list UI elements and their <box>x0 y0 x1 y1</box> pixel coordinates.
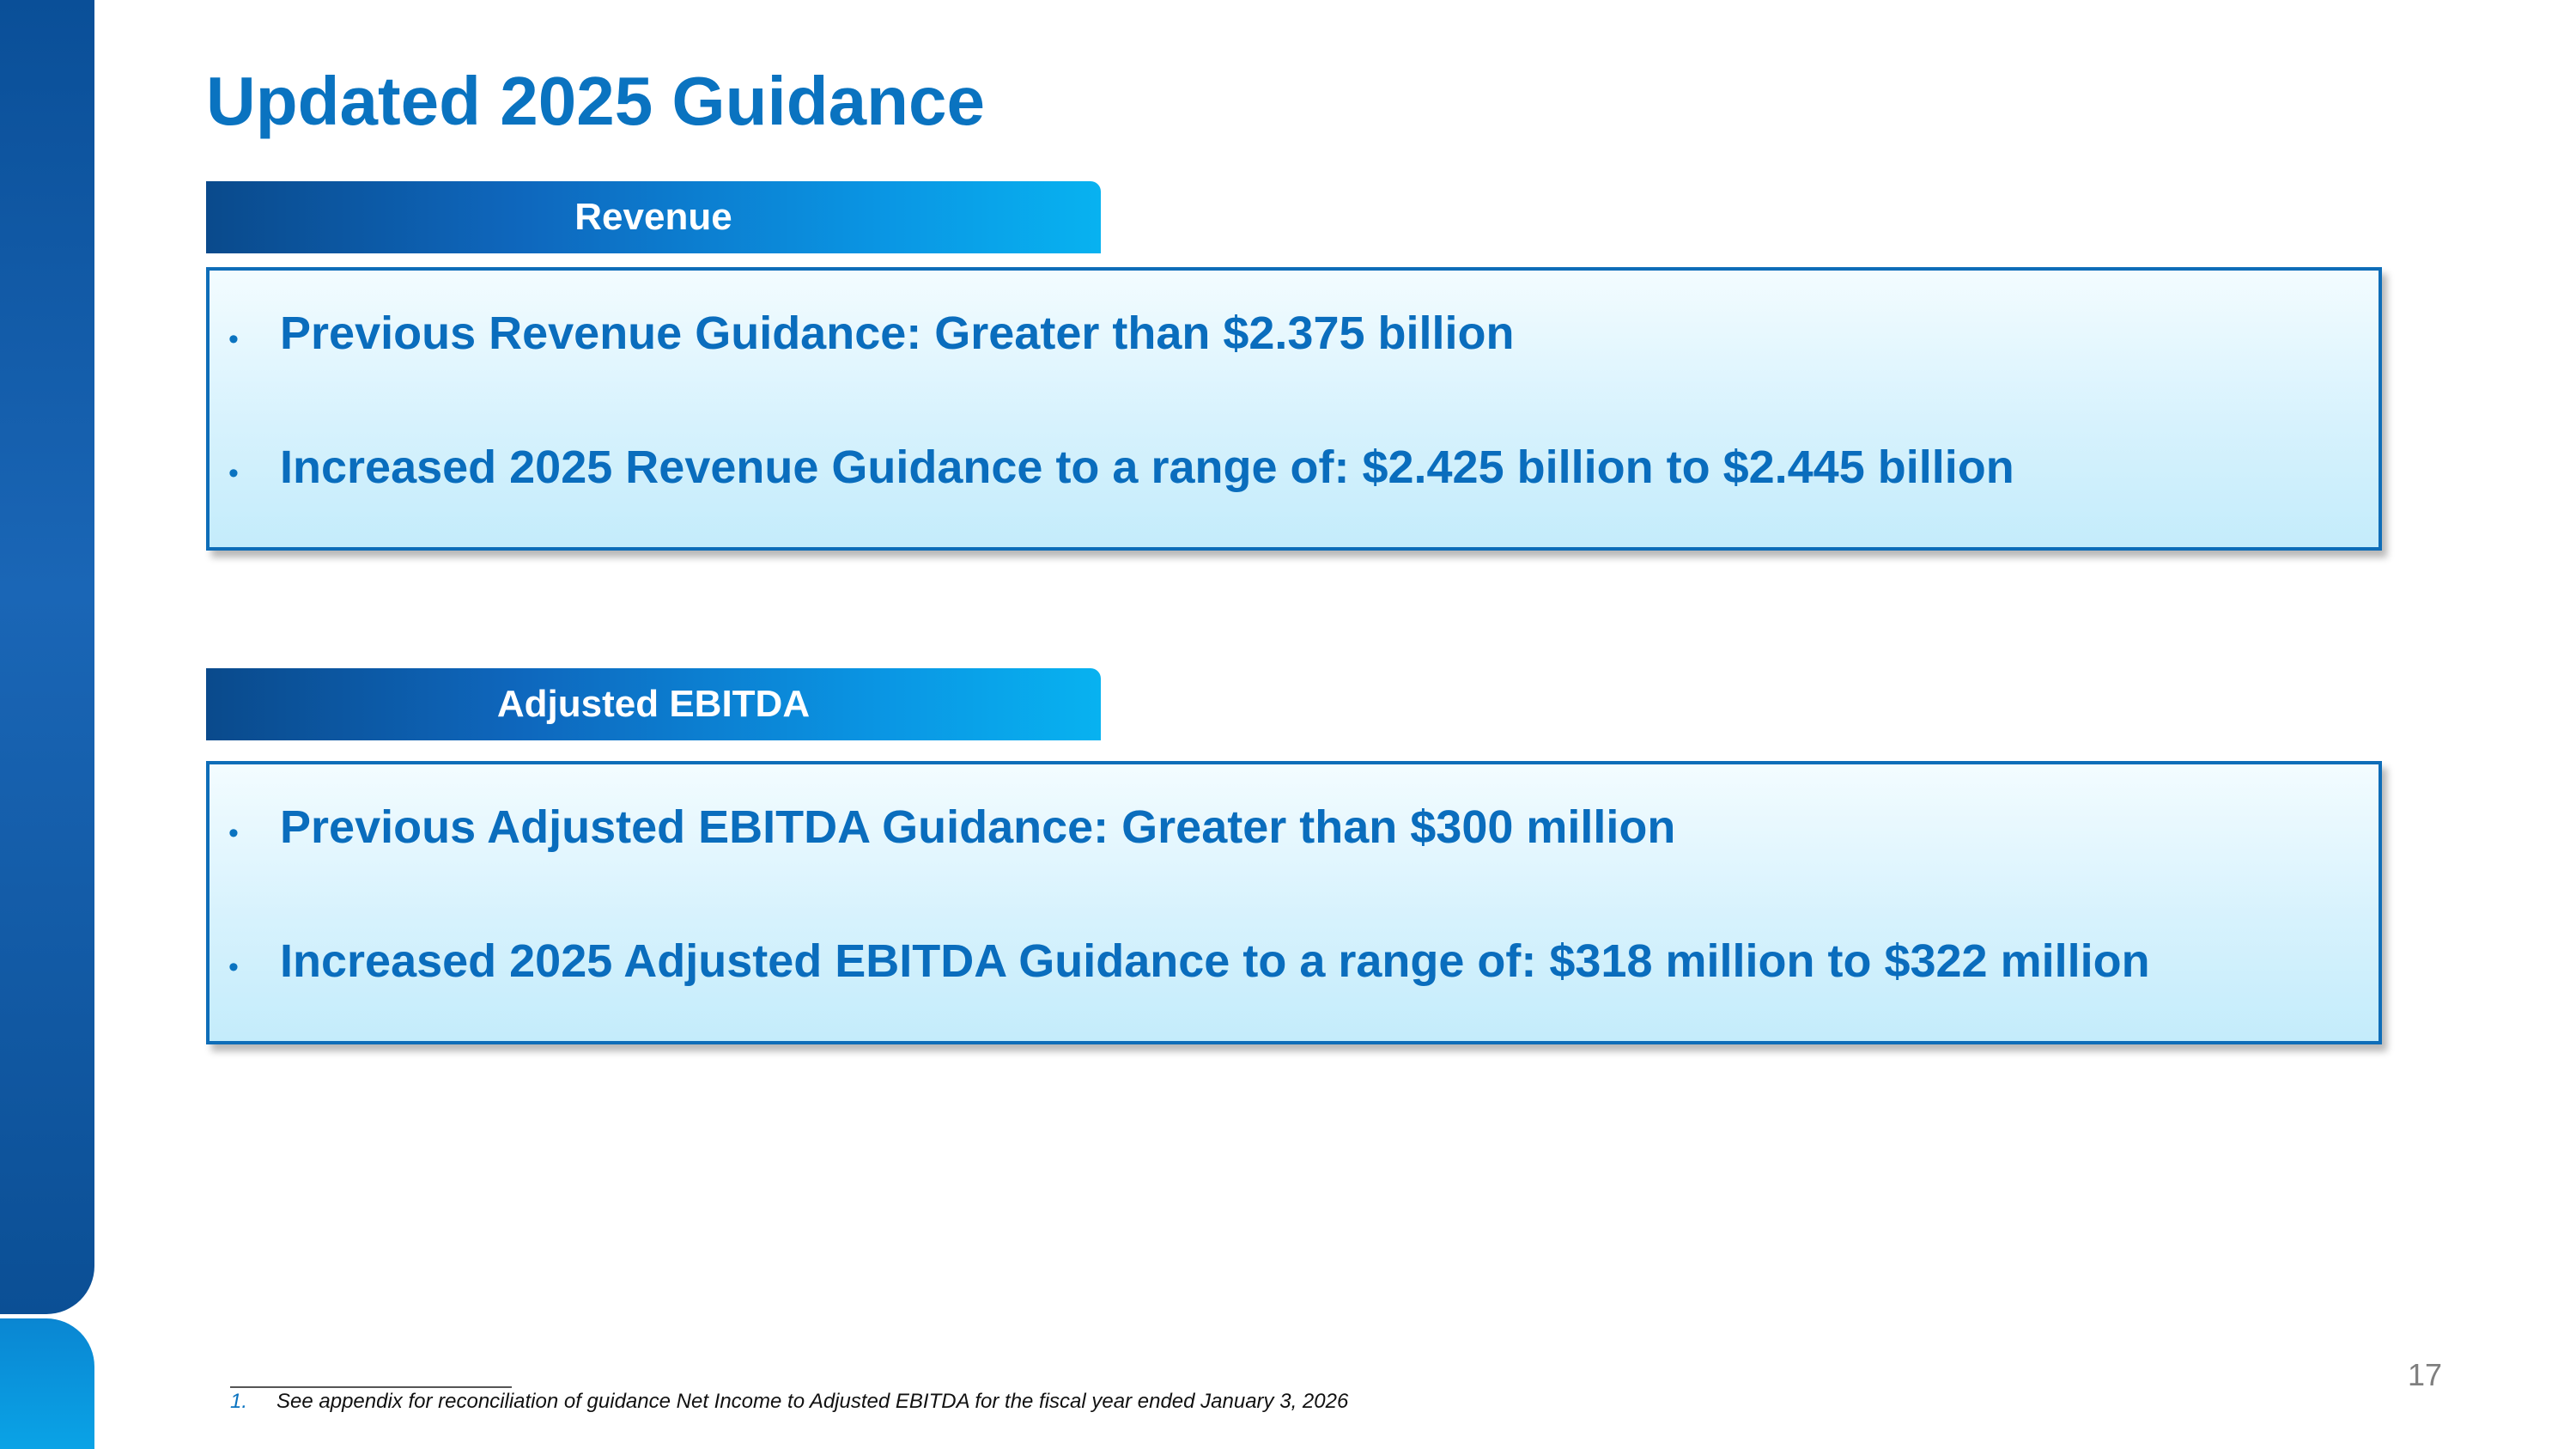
bullet-icon: • <box>228 817 239 849</box>
side-accent-bar-top <box>0 0 94 1314</box>
bullet-text: Previous Adjusted EBITDA Guidance: Great… <box>280 801 1676 853</box>
bullet-icon: • <box>228 951 239 983</box>
bullet-icon: • <box>228 457 239 490</box>
ebitda-section-tab: Adjusted EBITDA <box>206 668 1101 740</box>
revenue-guidance-box: • Previous Revenue Guidance: Greater tha… <box>206 267 2382 551</box>
bullet-icon: • <box>228 323 239 356</box>
page-number: 17 <box>2407 1357 2442 1392</box>
ebitda-bullet-increased: • Increased 2025 Adjusted EBITDA Guidanc… <box>228 935 2150 988</box>
bullet-text: Increased 2025 Adjusted EBITDA Guidance … <box>280 935 2150 987</box>
revenue-bullet-previous: • Previous Revenue Guidance: Greater tha… <box>228 307 1515 360</box>
footnote-number: 1. <box>230 1390 248 1413</box>
slide-title: Updated 2025 Guidance <box>206 63 985 139</box>
side-accent-bar-bottom <box>0 1318 94 1449</box>
revenue-bullet-increased: • Increased 2025 Revenue Guidance to a r… <box>228 441 2014 494</box>
bullet-text: Increased 2025 Revenue Guidance to a ran… <box>280 441 2014 493</box>
footnote-divider <box>230 1386 512 1388</box>
ebitda-guidance-box: • Previous Adjusted EBITDA Guidance: Gre… <box>206 761 2382 1044</box>
ebitda-bullet-previous: • Previous Adjusted EBITDA Guidance: Gre… <box>228 801 1675 854</box>
footnote: 1. See appendix for reconciliation of gu… <box>230 1390 1348 1414</box>
bullet-text: Previous Revenue Guidance: Greater than … <box>280 307 1515 359</box>
revenue-section-tab: Revenue <box>206 181 1101 253</box>
footnote-text: See appendix for reconciliation of guida… <box>276 1390 1349 1413</box>
